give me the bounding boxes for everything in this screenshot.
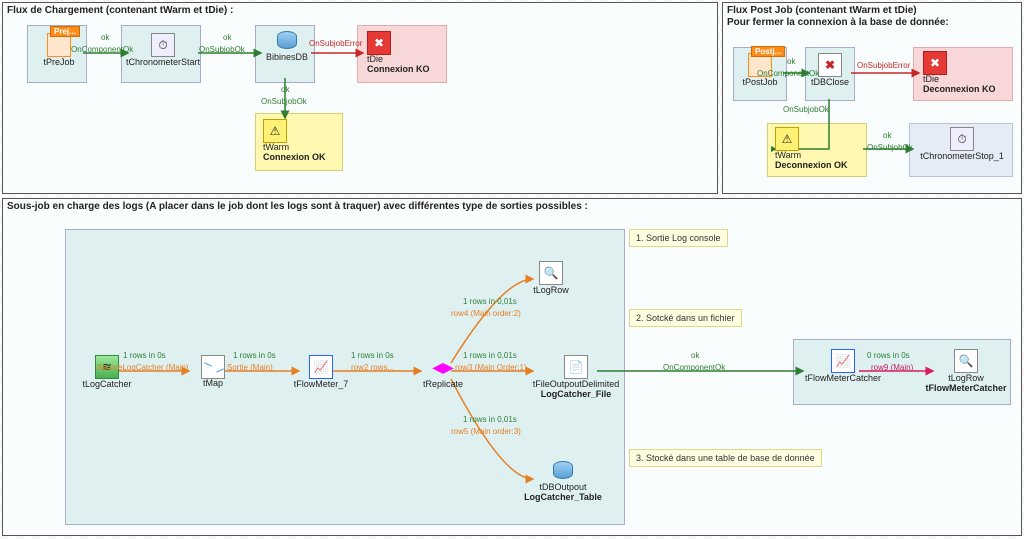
panel2-title: Flux Post Job (contenant tWarm et tDie) … xyxy=(727,5,949,29)
tmap-label: tMap xyxy=(183,379,243,389)
p1-l1: ok xyxy=(101,33,109,42)
tmap-icon xyxy=(201,355,225,379)
tlogcatcher-label: tLogCatcher xyxy=(77,380,137,390)
tdie1-sub: Connexion KO xyxy=(367,65,443,75)
p3-sortie: Sortie (Main) xyxy=(227,363,273,372)
p3-rows0-3: 1 rows in 0s xyxy=(351,351,394,360)
p2-l1: ok xyxy=(787,57,795,66)
node-tflowmeter7[interactable]: 📈 tFlowMeter_7 xyxy=(291,355,351,390)
tdbclose-label: tDBClose xyxy=(805,78,855,88)
replicate-icon: ◀▶ xyxy=(431,355,455,379)
p3-oncompok: OnComponentOk xyxy=(663,363,725,372)
node-tlogrow[interactable]: 🔍 tLogRow xyxy=(521,261,581,296)
prejob-icon: Prej... xyxy=(47,33,71,57)
p3-srclog: SourceLogCatcher (Main) xyxy=(97,363,189,372)
panel3-title: Sous-job en charge des logs (A placer da… xyxy=(7,201,588,212)
db-icon xyxy=(277,31,297,49)
node-bibinesdb[interactable]: BibinesDB xyxy=(257,31,317,63)
dbclose-icon: ✖ xyxy=(818,53,842,77)
postjob-badge: Postj... xyxy=(751,46,785,57)
tfileout-sub: LogCatcher_File xyxy=(521,390,631,400)
tdie-icon: ✖ xyxy=(367,31,391,55)
tdie2-icon: ✖ xyxy=(923,51,947,75)
p3-rows001-dn: 1 rows in 0,01s xyxy=(463,415,517,424)
chrono-icon: ⏱ xyxy=(151,33,175,57)
note2: 2. Sotcké dans un fichier xyxy=(629,309,742,327)
p1-l3: OnSubjobError xyxy=(309,39,362,48)
p1-l2b: OnSubjobOk xyxy=(199,45,245,54)
p3-ok: ok xyxy=(691,351,699,360)
node-tlogrow2[interactable]: 🔍 tLogRow tFlowMeterCatcher xyxy=(921,349,1011,394)
node-tchronostart[interactable]: ⏱ tChronometerStart xyxy=(125,33,201,68)
p3-rows001-up: 1 rows in 0,01s xyxy=(463,297,517,306)
tchronostart-label: tChronometerStart xyxy=(125,58,201,68)
note1: 1. Sortie Log console xyxy=(629,229,728,247)
tprejob-label: tPreJob xyxy=(29,58,89,68)
twarm2-sub: Deconnexion OK xyxy=(775,161,863,171)
p3-rep3: row5 (Main order:3) xyxy=(451,427,521,436)
treplicate-label: tReplicate xyxy=(413,380,473,390)
p3-rowsSub: row2 rows... xyxy=(351,363,394,372)
p1-l2: ok xyxy=(223,33,231,42)
node-tfileout[interactable]: 📄 tFileOutpoutDelimited LogCatcher_File xyxy=(521,355,631,400)
panel2-title2: Pour fermer la connexion à la base de do… xyxy=(727,17,949,28)
panel2-title1: Flux Post Job (contenant tWarm et tDie) xyxy=(727,5,917,16)
panel1-title: Flux de Chargement (contenant tWarm et t… xyxy=(7,5,233,16)
tlogrow-label: tLogRow xyxy=(521,286,581,296)
node-twarm1[interactable]: ⚠ tWarm Connexion OK xyxy=(259,119,339,163)
p3-main: row9 (Main) xyxy=(871,363,913,372)
fmc-icon: 📈 xyxy=(831,349,855,373)
tlogrow2-sub: tFlowMeterCatcher xyxy=(921,384,1011,394)
p3-rows0-1: 1 rows in 0s xyxy=(123,351,166,360)
logrow2-icon: 🔍 xyxy=(954,349,978,373)
p3-rows0-2: 1 rows in 0s xyxy=(233,351,276,360)
p3-rep2: row4 (Main order:2) xyxy=(451,309,521,318)
chronostop-label: tChronometerStop_1 xyxy=(913,152,1011,162)
node-tdie1[interactable]: ✖ tDie Connexion KO xyxy=(363,31,443,75)
fileout-icon: 📄 xyxy=(564,355,588,379)
panel-flux-chargement: Flux de Chargement (contenant tWarm et t… xyxy=(2,2,718,194)
p2-l2: OnSubjobError xyxy=(857,61,910,70)
chronostop-icon: ⏱ xyxy=(950,127,974,151)
node-tdie2[interactable]: ✖ tDie Deconnexion KO xyxy=(919,51,1009,95)
node-tdbout[interactable]: tDBOutpout LogCatcher_Table xyxy=(513,461,613,503)
node-chronostop[interactable]: ⏱ tChronometerStop_1 xyxy=(913,127,1011,162)
p3-rows0-r: 0 rows in 0s xyxy=(867,351,910,360)
twarm2-icon: ⚠ xyxy=(775,127,799,151)
tflowmeter7-label: tFlowMeter_7 xyxy=(291,380,351,390)
prejob-badge: Prej... xyxy=(50,26,80,37)
logrow-icon: 🔍 xyxy=(539,261,563,285)
tpostjob-label: tPostJob xyxy=(735,78,785,88)
twarm-icon: ⚠ xyxy=(263,119,287,143)
p1-l1b: OnComponentOk xyxy=(71,45,133,54)
panel-sousjob-logs: Sous-job en charge des logs (A placer da… xyxy=(2,198,1022,536)
p2-l4: ok xyxy=(883,131,891,140)
node-twarm2[interactable]: ⚠ tWarm Deconnexion OK xyxy=(771,127,863,171)
note3: 3. Stocké dans une table de base de donn… xyxy=(629,449,822,467)
p2-l1b: OnComponentOk xyxy=(757,69,819,78)
bibinesdb-label: BibinesDB xyxy=(257,53,317,63)
p3-rows001-mid: 1 rows in 0,01s xyxy=(463,351,517,360)
twarm1-sub: Connexion OK xyxy=(263,153,339,163)
tdie2-sub: Deconnexion KO xyxy=(923,85,1009,95)
node-treplicate[interactable]: ◀▶ tReplicate xyxy=(413,355,473,390)
tfmc-label: tFlowMeterCatcher xyxy=(801,374,885,384)
p1-l4b: OnSubjobOk xyxy=(261,97,307,106)
p2-l3b: OnSubjobOk xyxy=(783,105,829,114)
p2-l4b: OnSubjobOk xyxy=(867,143,913,152)
dbout-icon xyxy=(553,461,573,479)
tdbout-sub: LogCatcher_Table xyxy=(513,493,613,503)
panel-flux-postjob: Flux Post Job (contenant tWarm et tDie) … xyxy=(722,2,1022,194)
p3-rep1: row3 (Main Order:1) xyxy=(455,363,527,372)
p1-l4: ok xyxy=(281,85,289,94)
node-tlogcatcher[interactable]: ≋ tLogCatcher xyxy=(77,355,137,390)
flowmeter-icon: 📈 xyxy=(309,355,333,379)
